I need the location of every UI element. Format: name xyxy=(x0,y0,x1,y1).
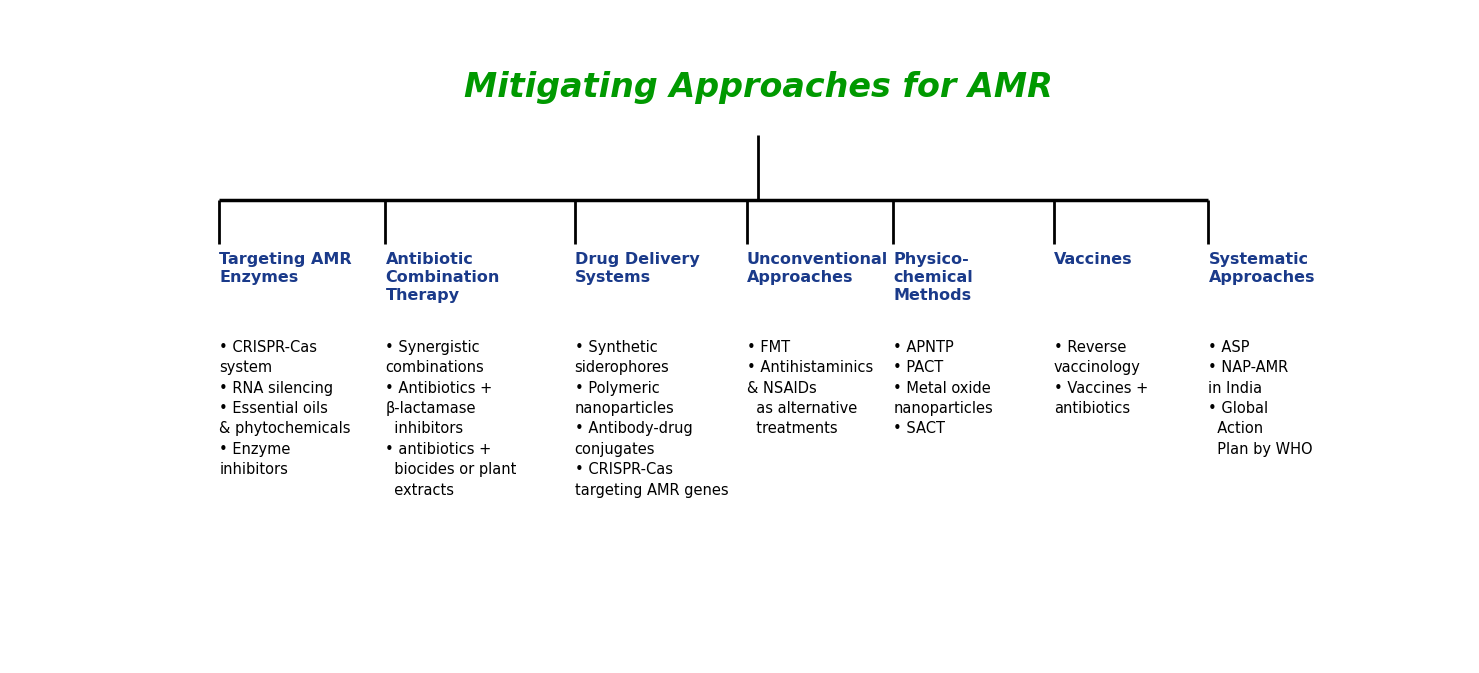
Text: Drug Delivery
Systems: Drug Delivery Systems xyxy=(574,252,700,285)
Text: • Synthetic
siderophores
• Polymeric
nanoparticles
• Antibody-drug
conjugates
• : • Synthetic siderophores • Polymeric nan… xyxy=(574,340,728,497)
Text: Targeting AMR
Enzymes: Targeting AMR Enzymes xyxy=(219,252,352,285)
Text: • Reverse
vaccinology
• Vaccines +
antibiotics: • Reverse vaccinology • Vaccines + antib… xyxy=(1053,340,1148,416)
Text: • ASP
• NAP-AMR
in India
• Global
  Action
  Plan by WHO: • ASP • NAP-AMR in India • Global Action… xyxy=(1208,340,1313,457)
Text: Unconventional
Approaches: Unconventional Approaches xyxy=(747,252,887,285)
Text: • CRISPR-Cas
system
• RNA silencing
• Essential oils
& phytochemicals
• Enzyme
i: • CRISPR-Cas system • RNA silencing • Es… xyxy=(219,340,351,477)
Text: Systematic
Approaches: Systematic Approaches xyxy=(1208,252,1315,285)
Text: Physico-
chemical
Methods: Physico- chemical Methods xyxy=(893,252,973,303)
Text: Antibiotic
Combination
Therapy: Antibiotic Combination Therapy xyxy=(386,252,500,303)
Text: • Synergistic
combinations
• Antibiotics +
β-lactamase
  inhibitors
• antibiotic: • Synergistic combinations • Antibiotics… xyxy=(386,340,516,497)
Text: Mitigating Approaches for AMR: Mitigating Approaches for AMR xyxy=(463,71,1053,104)
Text: • APNTP
• PACT
• Metal oxide
nanoparticles
• SACT: • APNTP • PACT • Metal oxide nanoparticl… xyxy=(893,340,992,437)
Text: Vaccines: Vaccines xyxy=(1053,252,1133,267)
Text: • FMT
• Antihistaminics
& NSAIDs
  as alternative
  treatments: • FMT • Antihistaminics & NSAIDs as alte… xyxy=(747,340,873,437)
